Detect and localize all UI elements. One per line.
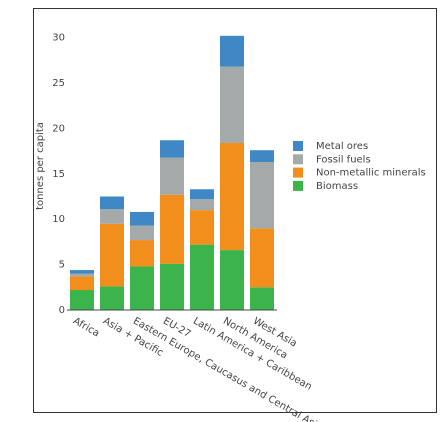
y-tick-label: 5: [59, 260, 65, 271]
y-tick-label: 25: [52, 78, 65, 89]
legend-label: Fossil fuels: [316, 154, 371, 165]
bar-segment: [100, 286, 124, 310]
bar-segment: [130, 225, 154, 241]
legend-swatch: [293, 154, 303, 165]
bar-segment: [100, 209, 124, 224]
bar-segment: [220, 35, 244, 67]
bar-segment: [160, 194, 184, 264]
bar-segment: [250, 162, 274, 229]
y-tick-label: 20: [52, 123, 65, 134]
legend-label: Metal ores: [316, 141, 368, 152]
legend-label: Biomass: [316, 181, 358, 192]
legend-swatch: [293, 167, 303, 178]
bar-segment: [250, 150, 274, 163]
y-tick-label: 30: [52, 33, 65, 44]
bar-segment: [130, 211, 154, 226]
bar-segment: [220, 250, 244, 310]
bar-segment: [190, 189, 214, 200]
bar-segment: [160, 263, 184, 310]
bar-segment: [160, 140, 184, 158]
bar-segment: [70, 276, 94, 291]
legend-swatch: [293, 180, 303, 191]
bar-segment: [130, 266, 154, 310]
bar-segment: [220, 142, 244, 251]
y-axis-title: tonnes per capita: [35, 122, 46, 210]
bar-segment: [130, 240, 154, 267]
bar-segment: [70, 273, 94, 277]
bar-segment: [70, 290, 94, 310]
bar-segment: [190, 199, 214, 211]
bar-segment: [250, 287, 274, 310]
bar-segment: [100, 223, 124, 287]
bar-segment: [160, 157, 184, 195]
bar-segment: [190, 244, 214, 310]
legend-swatch: [293, 141, 303, 151]
legend-label: Non-metallic minerals: [316, 168, 426, 179]
bar-segment: [100, 196, 124, 210]
y-tick-label: 15: [52, 169, 65, 180]
bar-segment: [220, 66, 244, 143]
y-tick-label: 0: [59, 305, 65, 316]
bar-segment: [190, 210, 214, 245]
bar-segment: [250, 228, 274, 288]
bar-segment: [70, 270, 94, 274]
y-tick-label: 10: [52, 214, 65, 225]
